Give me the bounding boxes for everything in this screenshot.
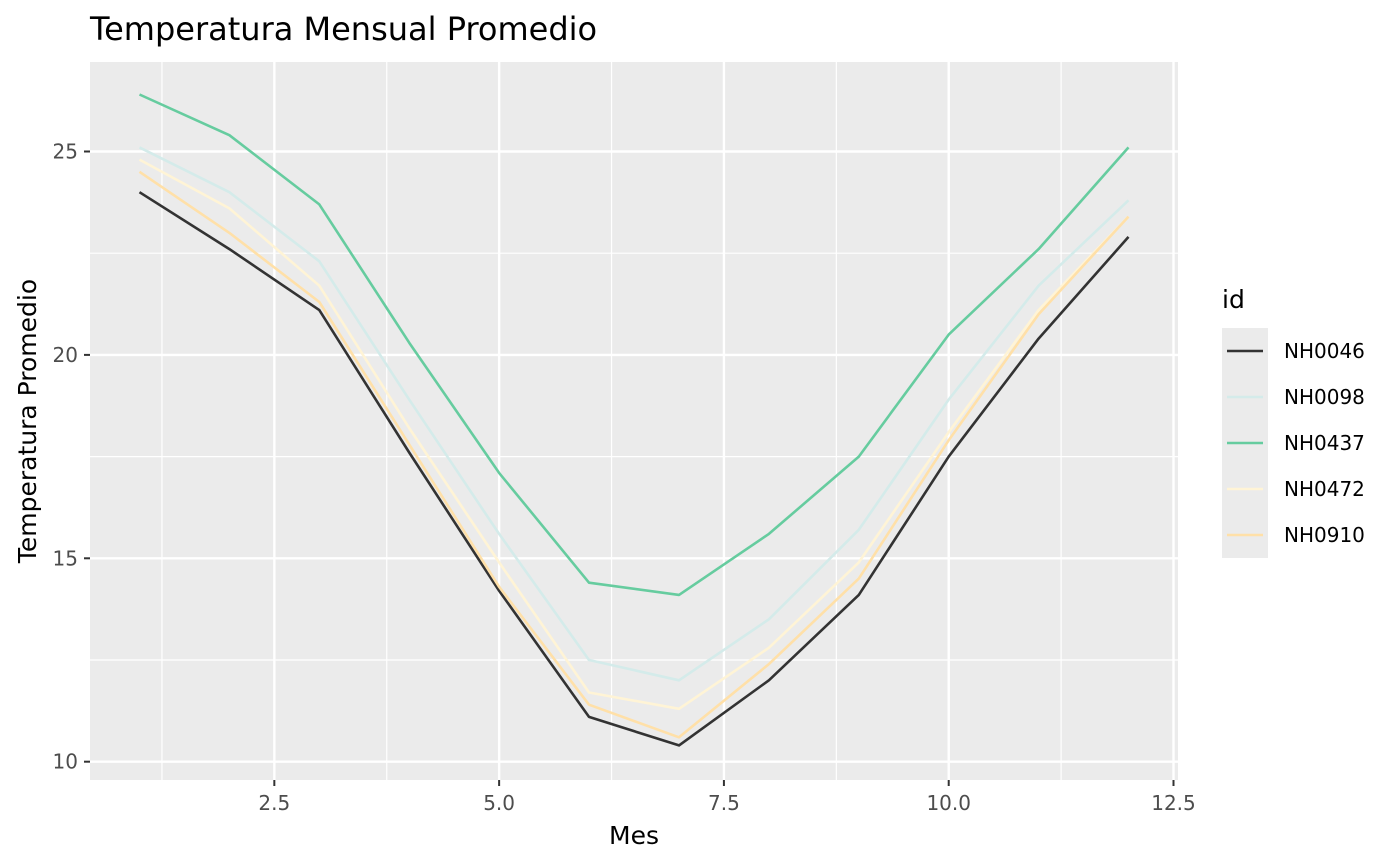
y-tick-label: 20 (53, 343, 78, 367)
grid-minor (90, 62, 1178, 780)
y-tick-label: 10 (53, 750, 78, 774)
y-tick-label: 25 (53, 139, 78, 163)
x-tick-label: 2.5 (258, 791, 290, 815)
x-tick-label: 5.0 (483, 791, 515, 815)
x-tick-label: 10.0 (926, 791, 971, 815)
series-line-nh0910 (138, 170, 1130, 739)
legend-title: id (1222, 285, 1245, 314)
plot-panel (90, 62, 1178, 780)
x-tick-label: 7.5 (708, 791, 740, 815)
y-axis-title: Temperatura Promedio (13, 279, 42, 564)
series-line-nh0472 (138, 158, 1130, 711)
series-lines (138, 93, 1130, 747)
series-line-nh0437 (138, 93, 1130, 597)
legend-label-nh0046: NH0046 (1284, 339, 1365, 363)
y-tick-label: 15 (53, 546, 78, 570)
legend-items: NH0046 NH0098 NH0437 NH0472 NH0910 (1222, 328, 1365, 558)
series-line-nh0098 (138, 146, 1130, 682)
legend-label-nh0472: NH0472 (1284, 477, 1365, 501)
series-line-nh0046 (138, 191, 1130, 747)
x-axis-ticks: 2.5 5.0 7.5 10.0 12.5 (258, 780, 1196, 815)
x-axis-title: Mes (609, 821, 659, 850)
grid-major (90, 62, 1178, 780)
x-tick-label: 12.5 (1151, 791, 1196, 815)
legend-label-nh0098: NH0098 (1284, 385, 1365, 409)
y-axis-ticks: 10 15 20 25 (53, 139, 90, 774)
legend-label-nh0437: NH0437 (1284, 431, 1365, 455)
legend: id NH0046 NH0098 NH0437 NH0472 NH0910 (1222, 285, 1365, 558)
legend-label-nh0910: NH0910 (1284, 523, 1365, 547)
chart-title: Temperatura Mensual Promedio (89, 10, 597, 48)
